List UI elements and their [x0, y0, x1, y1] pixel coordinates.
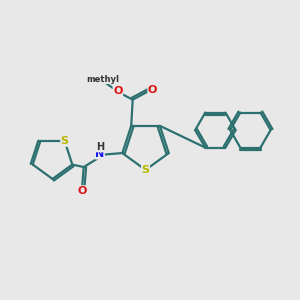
Text: O: O	[148, 85, 157, 95]
Text: H: H	[96, 142, 104, 152]
Text: methyl: methyl	[86, 75, 119, 84]
Text: O: O	[77, 186, 87, 196]
Text: O: O	[113, 86, 122, 96]
Text: S: S	[142, 165, 149, 175]
Text: N: N	[95, 149, 104, 159]
Text: S: S	[61, 136, 69, 146]
